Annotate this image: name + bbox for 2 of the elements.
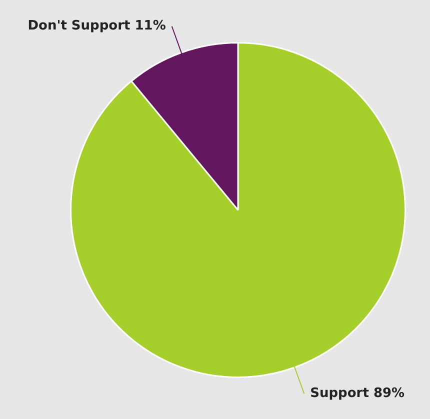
slice-label: Don't Support 11% [28, 18, 166, 34]
slice-label: Support 89% [310, 386, 405, 402]
